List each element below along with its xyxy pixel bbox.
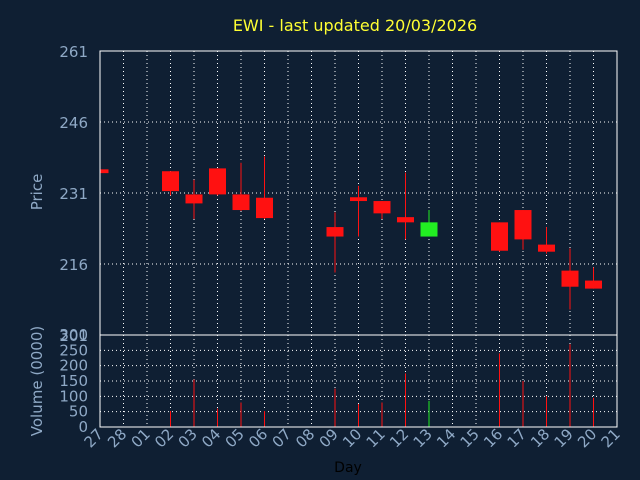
price-y-tick: 246 <box>59 114 88 132</box>
candle-body <box>209 168 226 195</box>
candle-body <box>420 222 438 237</box>
candle-body <box>162 171 179 192</box>
candle-body <box>491 222 508 251</box>
candle-body <box>561 270 579 287</box>
candle-body <box>373 201 391 214</box>
volume-axis-label: Volume (0000) <box>28 326 46 436</box>
price-y-tick: 216 <box>59 256 88 274</box>
price-y-tick-labels: 261 246 231 216 201 <box>59 43 88 345</box>
price-axis-label: Price <box>28 174 46 211</box>
volume-y-tick: 250 <box>59 341 88 359</box>
candle-body <box>326 227 344 237</box>
chart-title: EWI - last updated 20/03/2026 <box>233 16 477 35</box>
candle-body <box>514 210 532 240</box>
volume-y-tick: 100 <box>59 387 88 405</box>
candle-body <box>232 194 250 211</box>
candle-body <box>538 244 555 252</box>
volume-y-tick: 150 <box>59 372 88 390</box>
candle-body <box>256 197 273 219</box>
volume-y-tick: 0 <box>78 418 88 436</box>
price-y-tick: 261 <box>59 43 88 61</box>
volume-bars <box>170 344 594 427</box>
candlesticks <box>99 156 602 310</box>
candle-body <box>100 169 109 174</box>
candle-body <box>185 194 203 204</box>
price-y-tick: 201 <box>59 327 88 345</box>
volume-frame <box>99 334 618 428</box>
x-tick-labels: 2728010203040506070809101112131415161718… <box>81 425 624 451</box>
volume-y-tick: 200 <box>59 357 88 375</box>
candle-body <box>350 197 367 202</box>
volume-y-tick: 300 <box>59 326 88 344</box>
volume-y-tick: 50 <box>69 403 88 421</box>
volume-panel-border <box>99 334 618 428</box>
x-axis-label: Day <box>334 460 362 476</box>
candle-body <box>397 217 414 223</box>
price-grid <box>100 51 617 335</box>
price-y-tick: 231 <box>59 185 88 203</box>
candle-body <box>585 280 602 289</box>
